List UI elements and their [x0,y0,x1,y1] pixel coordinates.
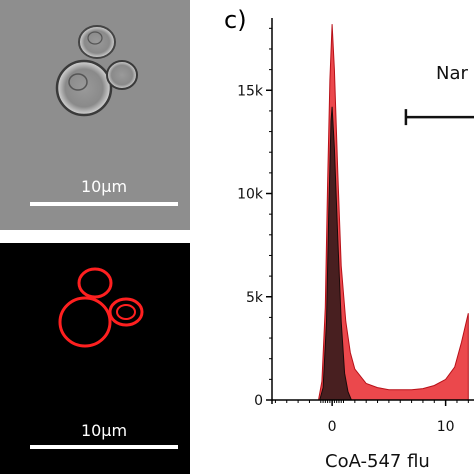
brightfield-micrograph: 10µm [0,0,190,230]
scale-bar-label: 10µm [80,177,128,196]
flow-cytometry-histogram: 0 5k 10k 15k 0 10 CoA-547 flu Nar [237,18,474,472]
fluorescence-micrograph: 10µm [0,243,190,474]
annotation-label: Nar [436,63,468,84]
x-tick-label: 0 [328,419,337,435]
scale-bar-label: 10µm [80,421,128,440]
scale-bar [30,445,178,449]
scale-bar [30,202,178,206]
yeast-cell-fluorescence-image [58,267,144,348]
series-layer [317,24,469,401]
axes-layer: 0 5k 10k 15k 0 10 [237,18,474,435]
panel-label-c: c) [224,6,247,34]
histogram-series-dark [319,106,353,401]
yeast-cell-brightfield-image [55,25,138,117]
x-tick-label: 10 [437,419,455,435]
y-tick-label: 10k [237,187,264,203]
y-tick-label: 5k [246,290,264,306]
x-axis-label: CoA-547 flu [325,451,430,472]
y-tick-label: 0 [254,393,263,409]
y-tick-label: 15k [237,83,264,99]
